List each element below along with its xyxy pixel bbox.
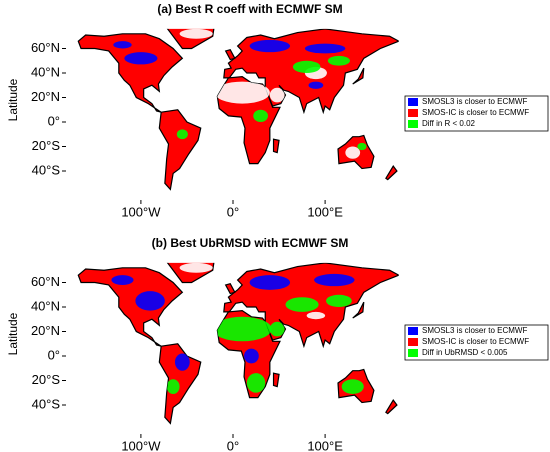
y-tick-label: 20°N: [31, 89, 60, 104]
legend-swatch: [408, 98, 418, 106]
x-tick-label: 100°W: [121, 438, 161, 452]
patch: [269, 321, 285, 337]
y-axis-label: Latitude: [6, 312, 20, 355]
land: [385, 165, 398, 181]
y-tick-label: 40°S: [32, 396, 61, 411]
land: [272, 372, 280, 388]
patch: [179, 28, 213, 39]
legend-swatch: [408, 109, 418, 117]
patch: [246, 373, 266, 393]
y-tick-label: 20°N: [31, 323, 60, 338]
y-tick-label: 60°N: [31, 274, 60, 289]
patch: [244, 348, 259, 364]
patch: [285, 297, 319, 312]
y-tick-label: 0°: [48, 347, 60, 362]
patch: [306, 311, 326, 320]
y-tick-label: 40°N: [31, 298, 60, 313]
patch: [269, 87, 285, 103]
patch: [357, 142, 367, 151]
land: [224, 49, 236, 61]
patch: [345, 146, 361, 159]
legend-label: SMOSL3 is closer to ECMWF: [422, 326, 527, 335]
y-tick-label: 60°N: [31, 40, 60, 55]
legend-swatch: [408, 349, 418, 357]
patch: [212, 316, 272, 342]
patch: [341, 379, 364, 394]
land: [352, 67, 365, 85]
x-tick-label: 0°: [227, 204, 239, 219]
patch: [249, 39, 291, 53]
patch: [249, 275, 291, 290]
patch: [174, 353, 190, 371]
patch: [166, 379, 180, 394]
legend-box: [404, 324, 549, 361]
x-tick-label: 100°W: [121, 204, 161, 219]
patch: [113, 41, 132, 49]
y-tick-label: 20°S: [32, 372, 61, 387]
patch: [135, 291, 165, 311]
land: [77, 267, 184, 347]
y-axis-label: Latitude: [6, 78, 20, 121]
patch: [326, 294, 352, 307]
map-panel: (b) Best UbRMSD with ECMWF SM Latitude 60°…: [6, 236, 549, 452]
land: [158, 109, 202, 191]
land: [385, 399, 398, 415]
patch: [111, 275, 134, 285]
patch: [214, 81, 270, 104]
legend-swatch: [408, 327, 418, 335]
land: [158, 343, 202, 425]
map: [77, 262, 399, 425]
x-tick-label: 0°: [227, 438, 239, 452]
land: [272, 138, 280, 154]
y-tick-label: 20°S: [32, 138, 61, 153]
legend-swatch: [408, 120, 418, 128]
patch: [304, 43, 346, 54]
patches: [111, 262, 364, 394]
y-tick-label: 0°: [48, 113, 60, 128]
legend-label: SMOSL3 is closer to ECMWF: [422, 97, 527, 106]
patch: [308, 81, 324, 89]
x-tick-label: 100°E: [307, 438, 343, 452]
y-tick-label: 40°S: [32, 162, 61, 177]
land: [77, 33, 184, 113]
legend-label: Diff in UbRMSD < 0.005: [422, 348, 508, 357]
patch: [292, 60, 321, 73]
legend-label: Diff in R < 0.02: [422, 119, 476, 128]
patch: [124, 52, 158, 65]
y-tick-label: 40°N: [31, 64, 60, 79]
patch: [314, 273, 355, 287]
patch: [327, 55, 350, 66]
patches: [113, 28, 367, 159]
legend-label: SMOS-IC is closer to ECMWF: [422, 337, 529, 346]
legend-label: SMOS-IC is closer to ECMWF: [422, 108, 529, 117]
legend-box: [404, 95, 549, 132]
map: [77, 28, 399, 191]
patch: [179, 262, 213, 273]
land: [352, 301, 365, 319]
map-panel: (a) Best R coeff with ECMWF SM Latitude 60…: [6, 2, 549, 219]
panel-title: (b) Best UbRMSD with ECMWF SM: [152, 236, 349, 250]
legend-swatch: [408, 338, 418, 346]
panel-title: (a) Best R coeff with ECMWF SM: [157, 2, 342, 16]
patch: [176, 129, 188, 140]
land: [224, 283, 236, 295]
x-tick-label: 100°E: [307, 204, 343, 219]
patch: [253, 109, 268, 122]
